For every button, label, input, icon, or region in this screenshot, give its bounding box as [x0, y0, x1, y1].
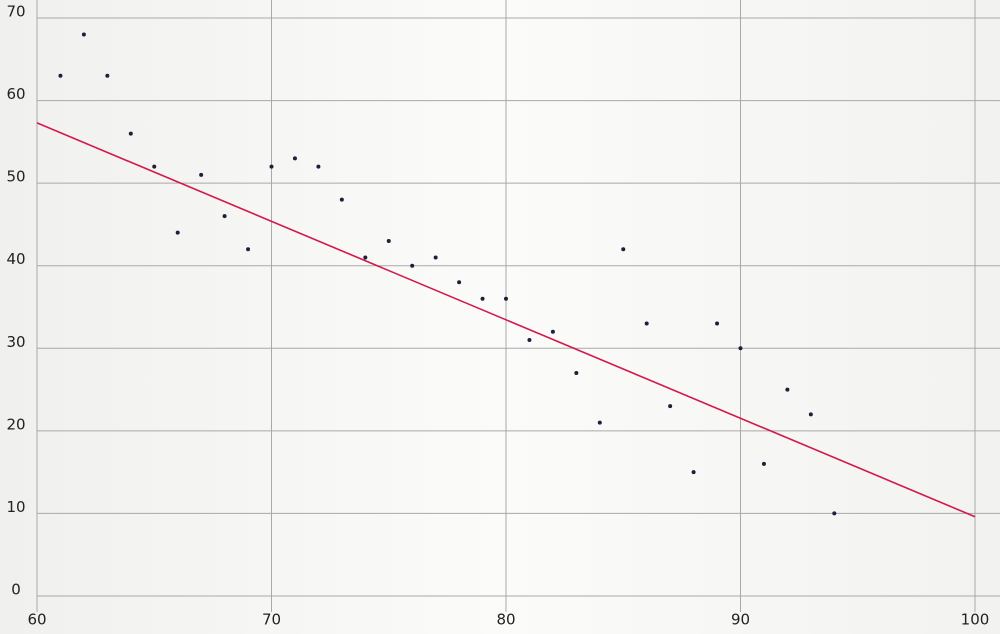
- point: [222, 214, 227, 219]
- y-tick-label: 10: [6, 498, 25, 516]
- point: [808, 412, 813, 417]
- y-tick-label: 0: [11, 581, 21, 599]
- x-tick-label: 70: [262, 611, 281, 629]
- point: [105, 73, 110, 78]
- point: [691, 470, 696, 475]
- point: [761, 461, 766, 466]
- point: [574, 371, 579, 376]
- point: [668, 404, 673, 409]
- point: [621, 247, 626, 252]
- point: [785, 387, 790, 392]
- y-tick-label: 40: [6, 250, 25, 268]
- point: [386, 238, 391, 243]
- point: [504, 296, 508, 301]
- point: [480, 296, 485, 301]
- point: [433, 255, 438, 260]
- point: [339, 197, 344, 202]
- point: [550, 329, 555, 334]
- point: [152, 164, 157, 169]
- point: [644, 321, 649, 326]
- point: [527, 338, 532, 343]
- x-tick-label: 80: [496, 611, 515, 629]
- x-tick-label: 100: [961, 611, 990, 629]
- point: [738, 346, 743, 351]
- x-tick-label: 90: [731, 611, 750, 629]
- point: [292, 156, 297, 161]
- y-tick-label: 60: [6, 85, 25, 103]
- point: [832, 511, 837, 516]
- point: [175, 230, 180, 235]
- y-tick-label: 30: [6, 333, 25, 351]
- point: [58, 73, 63, 78]
- point: [597, 420, 602, 425]
- point: [457, 280, 462, 285]
- point: [363, 255, 368, 260]
- trend-line: [36, 122, 976, 518]
- point: [246, 247, 251, 252]
- point: [715, 321, 720, 326]
- x-tick-label: 60: [27, 611, 46, 629]
- point: [410, 263, 415, 268]
- point: [81, 32, 86, 37]
- point: [199, 172, 204, 177]
- point: [269, 164, 274, 169]
- point: [128, 131, 133, 136]
- y-tick-label: 20: [6, 415, 25, 433]
- y-tick-label: 70: [6, 3, 25, 21]
- y-tick-label: 50: [6, 168, 25, 186]
- point: [316, 164, 321, 169]
